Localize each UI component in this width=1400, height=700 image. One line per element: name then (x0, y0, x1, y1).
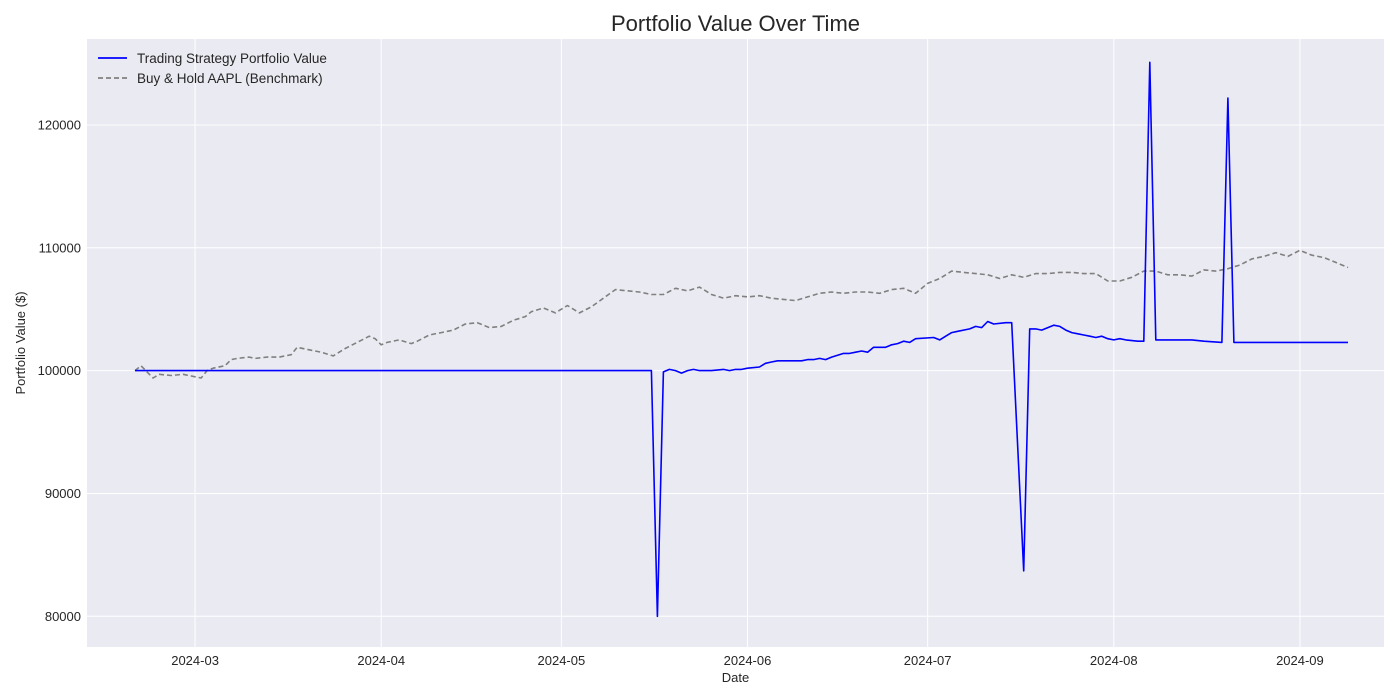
y-tick-label: 120000 (38, 117, 81, 132)
y-axis-label: Portfolio Value ($) (13, 291, 28, 394)
legend: Trading Strategy Portfolio Value Buy & H… (98, 51, 327, 86)
y-tick-label: 80000 (45, 609, 81, 624)
x-axis-label: Date (722, 670, 749, 685)
x-tick-label: 2024-06 (724, 653, 772, 668)
y-tick-label: 110000 (39, 240, 81, 255)
legend-label-benchmark: Buy & Hold AAPL (Benchmark) (137, 71, 323, 86)
x-tick-label: 2024-07 (904, 653, 952, 668)
x-tick-label: 2024-09 (1276, 653, 1324, 668)
plot-background (87, 39, 1384, 647)
strategy-series-line (135, 61, 1348, 618)
x-tick-label: 2024-08 (1090, 653, 1138, 668)
y-tick-label: 100000 (38, 363, 81, 378)
x-tick-label: 2024-05 (538, 653, 586, 668)
benchmark-series-line (134, 249, 1349, 379)
series-lines (134, 61, 1349, 618)
x-tick-label: 2024-04 (357, 653, 405, 668)
y-tick-label: 90000 (45, 486, 81, 501)
grid-lines (87, 39, 1384, 647)
legend-label-strategy: Trading Strategy Portfolio Value (137, 51, 327, 66)
chart-title: Portfolio Value Over Time (611, 11, 860, 36)
tick-labels: 2024-03 2024-04 2024-05 2024-06 2024-07 2024-… (38, 117, 1324, 668)
x-tick-label: 2024-03 (171, 653, 219, 668)
